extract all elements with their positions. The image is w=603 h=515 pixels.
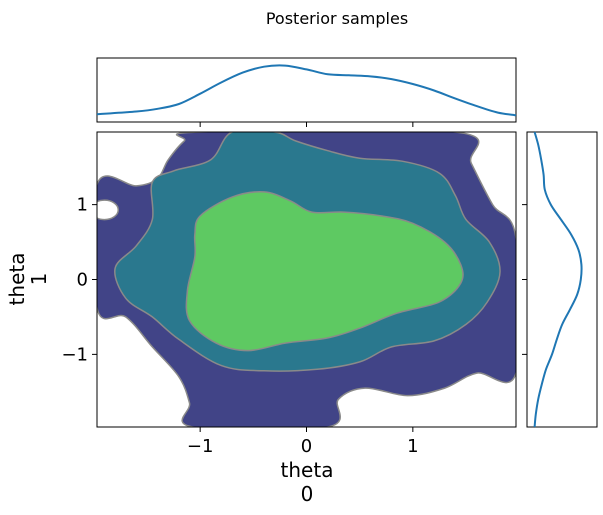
x-tick-label: 1 [407,436,418,457]
top-marginal-panel [96,57,517,127]
x-tick-label: −1 [187,436,214,457]
y-tick-label: 0 [77,270,88,291]
marginal-y-density-line [533,131,583,428]
y-axis-label-line2: 1 [27,273,51,286]
y-axis-label-line1: theta [5,253,29,306]
right-marginal-frame [526,131,598,428]
x-tick-label: 0 [301,436,312,457]
y-tick-label: 1 [77,195,88,216]
y-tick-label: −1 [61,344,88,365]
main-contour-panel: −1 0 1 1 0 −1 [61,131,517,457]
y-axis-label: theta 1 [5,253,51,306]
x-axis-label-line2: 0 [301,482,314,506]
contour-inner-region [185,191,464,352]
top-marginal-frame [96,57,517,123]
right-marginal-panel [522,131,598,428]
chart-title: Posterior samples [266,9,408,28]
x-axis-label-line1: theta [281,458,334,482]
marginal-x-density-line [96,64,517,117]
